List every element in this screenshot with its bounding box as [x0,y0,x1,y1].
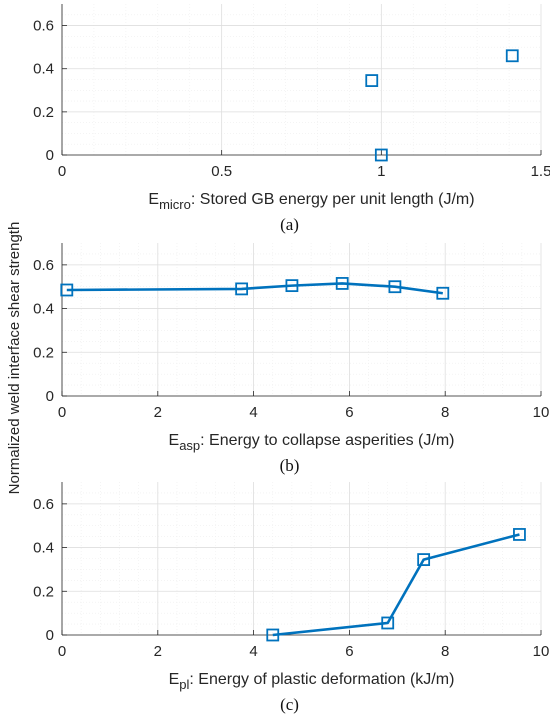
x-tick-label: 6 [345,643,353,660]
data-point-marker [60,283,74,297]
y-tick-label: 0.4 [33,301,54,318]
x-tick-label: 0 [58,643,66,660]
panel-a: 0 0.5 1 1.5 0 0.2 0.4 0.6 Emicro: Stored GB ener… [33,4,550,234]
panel-b: 0 2 4 6 8 10 0 0.2 0.4 0.6 Easp: Energy to collaps… [33,243,549,475]
minor-grid [62,243,541,396]
y-tick-label: 0.4 [33,61,54,78]
data-point-marker [285,279,299,293]
data-point-marker [388,280,402,294]
x-tick-label: 4 [249,404,257,421]
data-point-marker [335,277,349,290]
data-point-marker [417,553,431,566]
data-point-marker [381,616,395,630]
panel-label: (b) [280,456,300,475]
x-tick-label: 6 [345,404,353,421]
y-tick-label: 0 [46,147,54,164]
data-point-marker [513,528,526,541]
minor-grid [62,4,541,155]
x-tick-label: 8 [441,404,449,421]
x-axis-label: Epl: Energy of plastic deformation (kJ/m… [169,671,455,692]
x-tick-label: 10 [533,404,550,421]
x-axis-label: Emicro: Stored GB energy per unit length… [148,191,474,212]
x-tick-label: 2 [154,643,162,660]
x-tick-label: 0 [58,163,66,180]
plot-area [62,4,541,155]
shared-y-axis-label: Normalized weld interface shear strength [6,222,23,495]
y-tick-label: 0 [46,388,54,405]
minor-grid [62,482,541,635]
x-tick-label: 0.5 [211,163,232,180]
panel-c: 0 2 4 6 8 10 0 0.2 0.4 0.6 Epl: Energy of plastic … [33,482,549,714]
y-tick-label: 0.6 [33,18,54,35]
y-tick-label: 0.2 [33,104,54,121]
panels: 0 0.5 1 1.5 0 0.2 0.4 0.6 Emicro: Stored GB ener… [33,4,550,714]
x-axis-label: Easp: Energy to collapse asperities (J/m… [169,432,455,453]
plot-area [62,243,541,396]
x-tick-label: 1 [377,163,385,180]
x-tick-label: 8 [441,643,449,660]
y-tick-label: 0.6 [33,257,54,274]
data-point-marker [505,49,519,63]
y-tick-label: 0 [46,627,54,644]
x-tick-label: 0 [58,404,66,421]
x-tick-label: 1.5 [531,163,550,180]
y-tick-label: 0.4 [33,540,54,557]
series-line [272,533,520,637]
data-point-marker [365,74,379,87]
data-point-marker [266,628,280,642]
y-tick-label: 0.2 [33,344,54,361]
series-line [66,282,443,295]
data-point-marker [436,286,450,300]
x-tick-label: 2 [154,404,162,421]
panel-label: (c) [280,695,299,714]
x-tick-label: 10 [533,643,550,660]
panel-label: (a) [280,215,299,234]
y-tick-label: 0.2 [33,583,54,600]
plot-area [62,482,541,635]
y-tick-label: 0.6 [33,496,54,513]
data-point-marker [235,282,249,296]
x-tick-label: 4 [249,643,257,660]
data-point-marker [374,148,388,162]
